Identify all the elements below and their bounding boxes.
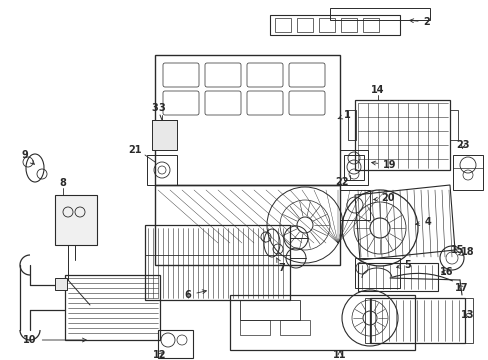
Bar [347,110,355,140]
Bar [339,150,367,185]
Bar [464,298,472,343]
Text: 21: 21 [128,145,142,155]
Bar [240,300,299,320]
Bar [343,155,363,180]
Bar [145,225,289,300]
Text: 1: 1 [337,110,350,120]
Text: 16: 16 [439,267,453,277]
Bar [240,320,269,335]
Bar [362,18,378,32]
Text: 9: 9 [21,150,34,165]
Text: 5: 5 [396,260,410,270]
Bar [158,330,193,358]
Text: 11: 11 [332,350,346,360]
Text: 3: 3 [151,103,158,113]
Bar [357,263,437,291]
Text: 22: 22 [335,177,348,187]
Bar [55,278,67,290]
Text: 19: 19 [371,160,396,170]
Text: 8: 8 [60,178,66,188]
Text: 3: 3 [158,103,165,113]
Bar [318,18,334,32]
Bar [340,18,356,32]
Bar [280,320,309,335]
Text: 4: 4 [415,217,430,227]
Bar [449,110,457,140]
Text: 23: 23 [455,140,469,150]
Bar [55,195,97,245]
Bar [274,18,290,32]
Bar [329,8,429,20]
Bar [152,120,177,150]
Text: 7: 7 [276,258,285,273]
Bar [229,295,414,350]
Bar [155,55,339,185]
Text: 14: 14 [370,85,384,95]
Bar [296,18,312,32]
Bar [364,298,370,343]
Bar [269,15,399,35]
Text: 17: 17 [454,283,468,293]
Bar [354,100,449,170]
Bar [65,275,160,340]
Text: 6: 6 [184,290,206,300]
Bar [147,155,177,185]
Text: 10: 10 [23,335,86,345]
Text: 20: 20 [373,193,394,203]
Text: 2: 2 [409,17,429,27]
Text: 12: 12 [153,350,166,360]
Bar [452,155,482,190]
Bar [339,190,369,220]
Text: 15: 15 [450,245,464,255]
Bar [369,298,464,343]
Text: 18: 18 [457,247,474,257]
Bar [354,258,399,288]
Bar [155,185,339,265]
Text: 13: 13 [460,310,474,320]
